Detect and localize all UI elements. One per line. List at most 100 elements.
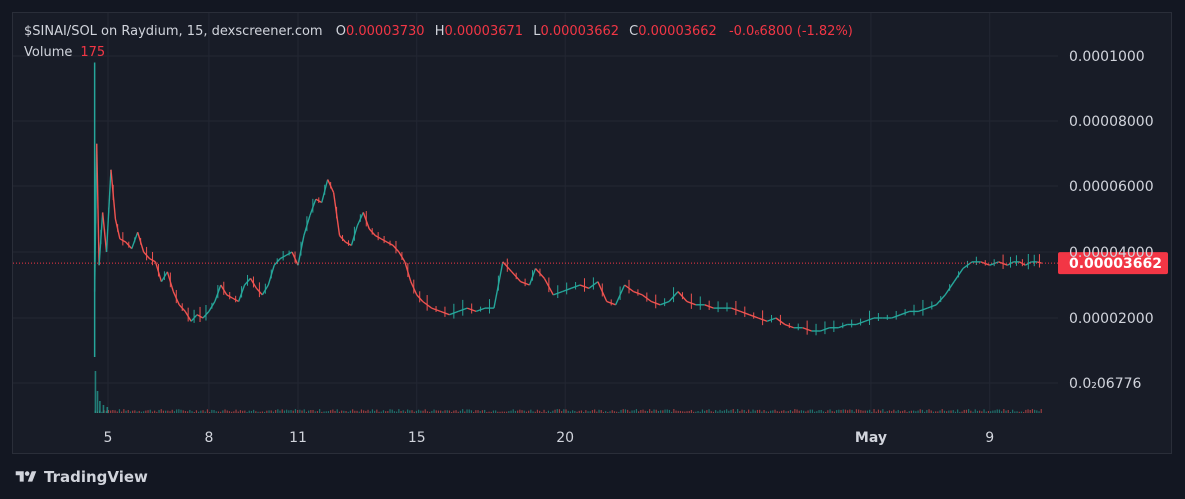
high-value: 0.00003671 [444, 24, 524, 39]
volume-bar [792, 411, 794, 413]
volume-bar [609, 411, 611, 413]
volume-bar [864, 410, 866, 413]
volume-bar [466, 409, 468, 413]
volume-bar [561, 411, 563, 413]
volume-bar [299, 409, 301, 413]
volume-bar [576, 411, 578, 413]
volume-bar [110, 410, 112, 413]
volume-bar [943, 410, 946, 413]
volume-bar [431, 410, 433, 413]
volume-bar [607, 411, 609, 413]
x-tick-label: 9 [985, 430, 994, 446]
volume-bar [701, 409, 704, 413]
volume-bar [814, 411, 816, 413]
volume-bar [820, 409, 822, 413]
volume-bar [525, 411, 528, 413]
volume-bar [805, 411, 807, 413]
volume-bar [624, 409, 627, 413]
volume-bar [734, 411, 737, 413]
volume-bar [1016, 411, 1018, 413]
volume-bar [875, 411, 877, 413]
volume-bar [1038, 411, 1040, 413]
volume-bar [101, 411, 103, 413]
volume-bar [563, 409, 565, 413]
volume-bar [677, 410, 679, 413]
volume-bar [376, 409, 378, 413]
volume-bar [116, 411, 118, 413]
volume-bar [913, 410, 915, 413]
volume-bar [600, 410, 602, 413]
volume-bar [156, 411, 158, 413]
volume-bar [635, 409, 638, 413]
volume-bar [143, 411, 145, 413]
x-tick-label: 20 [556, 430, 574, 446]
volume-bar [200, 410, 202, 413]
volume-bar [486, 411, 488, 413]
volume-bar [776, 411, 778, 413]
volume-bar [396, 411, 398, 413]
volume-bar [303, 409, 305, 413]
tradingview-logo[interactable]: TradingView [12, 468, 148, 486]
volume-bar [189, 409, 191, 413]
volume-bar [750, 411, 752, 413]
volume-bar [611, 410, 613, 413]
high-label: H [434, 24, 445, 39]
chart-pane[interactable] [12, 12, 1172, 454]
volume-bar [833, 411, 836, 413]
volume-bar [206, 409, 209, 413]
volume-bar [541, 411, 543, 413]
volume-bar [816, 411, 818, 413]
volume-label[interactable]: Volume [24, 45, 73, 60]
low-value: 0.00003662 [540, 24, 620, 39]
current-price-line: 0.00003662 [13, 252, 1168, 275]
volume-bar [745, 411, 748, 413]
volume-bar [385, 411, 387, 413]
volume-bar [671, 411, 673, 413]
volume-bar [477, 410, 479, 413]
volume-bar [836, 410, 838, 413]
volume-bar [519, 409, 521, 413]
volume-bar [308, 410, 310, 413]
volume-bar [928, 409, 930, 413]
legend-volume: Volume 175 [24, 45, 105, 60]
volume-bar [360, 409, 363, 413]
volume-bar [785, 411, 787, 413]
volume-bar [281, 409, 283, 413]
volume-bar [770, 410, 772, 413]
volume-bar [822, 411, 825, 413]
volume-bar [866, 410, 869, 413]
volume-bar [990, 411, 992, 413]
volume-bar [638, 411, 640, 413]
volume-bar [935, 411, 937, 413]
volume-bar [717, 411, 719, 413]
volume-bar [950, 410, 952, 413]
volume-bar [440, 410, 442, 413]
volume-bar [618, 411, 620, 413]
volume-bar [880, 410, 882, 413]
volume-bar [737, 409, 739, 413]
volume-bar [726, 409, 728, 413]
symbol-title[interactable]: $SINAI/SOL on Raydium, 15, dexscreener.c… [24, 24, 323, 39]
volume-bar [688, 410, 690, 413]
volume-bar [844, 409, 847, 413]
volume-bar [981, 411, 983, 413]
volume-bar [613, 411, 616, 413]
volume-bar [902, 410, 904, 413]
volume-bar [765, 411, 767, 413]
volume-bar [512, 409, 514, 413]
volume-bar [616, 411, 618, 413]
volume-bar [572, 410, 574, 413]
volume-bar [869, 409, 871, 413]
change-value: -0.0₆6800 (-1.82%) [728, 24, 853, 39]
volume-bar [492, 410, 495, 413]
volume-bar [187, 411, 189, 413]
volume-bar [319, 409, 321, 413]
volume-bar [899, 411, 902, 413]
volume-bar [1023, 411, 1025, 413]
volume-bar [418, 409, 420, 413]
volume-bar [112, 409, 114, 413]
volume-bar [448, 410, 451, 413]
volume-bar [145, 410, 147, 413]
volume-bar [862, 410, 864, 413]
